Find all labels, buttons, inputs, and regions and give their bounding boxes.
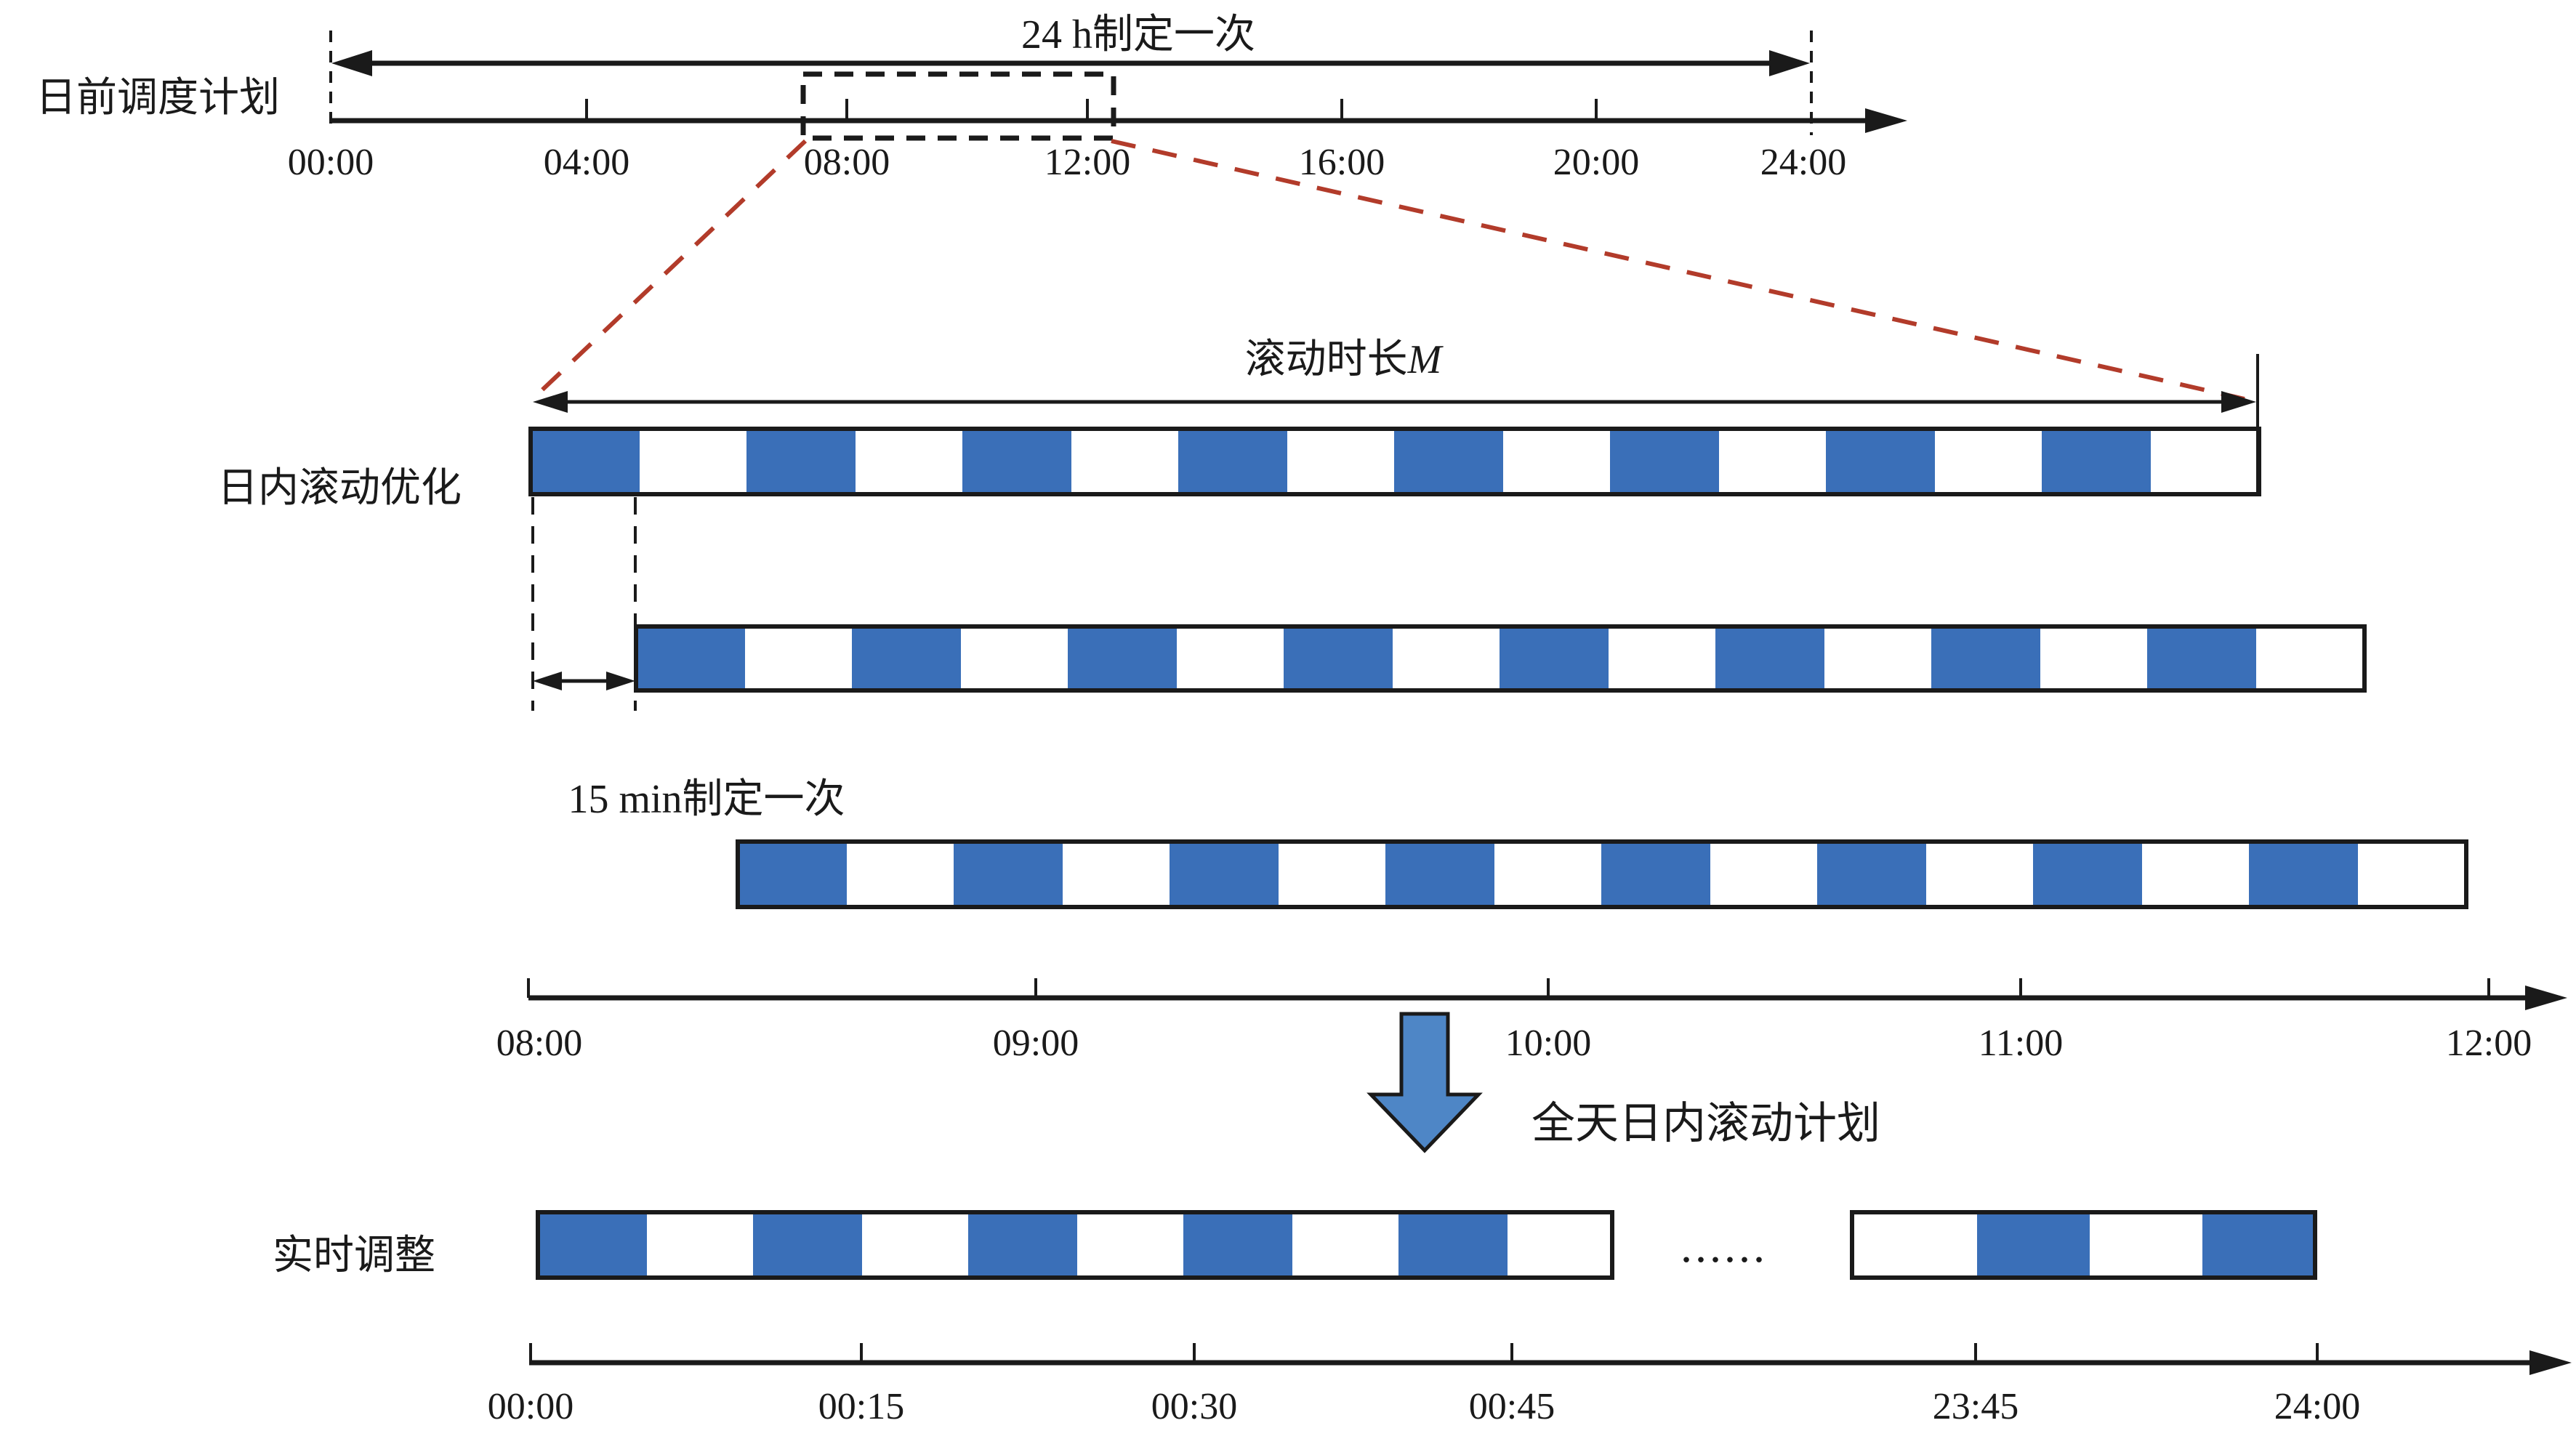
time-block xyxy=(746,429,856,494)
bar-outline xyxy=(736,839,2468,909)
axis-arrowhead xyxy=(1865,108,1907,133)
rolling-window-bar-1 xyxy=(528,427,2261,496)
axis-tick-label: 20:00 xyxy=(1553,142,1639,183)
realtime-axis: 00:00 00:15 00:30 00:45 23:45 24:00 xyxy=(488,1343,2572,1427)
bar-outline xyxy=(634,624,2367,693)
time-block xyxy=(753,1212,862,1278)
time-block xyxy=(538,1212,647,1278)
axis-tick-label: 04:00 xyxy=(544,142,629,183)
realtime-bar-late xyxy=(1850,1210,2317,1280)
time-block xyxy=(852,626,961,690)
span-arrow-24h xyxy=(331,50,1810,76)
axis-tick-label: 24:00 xyxy=(1760,142,1846,183)
axis-tick-label: 00:30 xyxy=(1151,1386,1237,1427)
span-arrow-rolling-duration xyxy=(533,391,2256,413)
time-block xyxy=(1385,842,1494,907)
allday-plan-label: 全天日内滚动计划 xyxy=(1531,1100,1880,1148)
axis-tick-label: 00:00 xyxy=(488,1386,573,1427)
bar-outline xyxy=(536,1210,1614,1280)
time-block xyxy=(2202,1212,2313,1278)
time-block xyxy=(954,842,1063,907)
ellipsis-label: ...... xyxy=(1681,1220,1768,1272)
time-block xyxy=(1610,429,1719,494)
time-block xyxy=(1500,626,1609,690)
day-ahead-label: 日前调度计划 xyxy=(36,76,280,121)
day-ahead-axis: 00:00 04:00 08:00 12:00 16:00 20:00 24:00 xyxy=(288,99,1907,183)
intraday-rolling-label: 日内滚动优化 xyxy=(217,466,462,511)
axis-tick-label: 23:45 xyxy=(1933,1386,2018,1427)
time-block xyxy=(1398,1212,1508,1278)
zoom-region-rect xyxy=(800,71,1116,141)
axis-tick-label: 08:00 xyxy=(496,1023,582,1064)
rolling-window-bar-2 xyxy=(634,624,2367,693)
time-block xyxy=(962,429,1071,494)
time-block xyxy=(968,1212,1077,1278)
time-block xyxy=(738,842,847,907)
time-block xyxy=(1170,842,1279,907)
time-block xyxy=(1394,429,1503,494)
bar-outline xyxy=(528,427,2261,496)
time-block xyxy=(1284,626,1393,690)
axis-tick-label: 12:00 xyxy=(1045,142,1130,183)
formulate-24h-label: 24 h制定一次 xyxy=(1021,12,1255,57)
time-block xyxy=(636,626,745,690)
axis-tick-label: 09:00 xyxy=(993,1023,1079,1064)
span-arrow-15min xyxy=(533,672,635,690)
axis-tick-label: 00:00 xyxy=(288,142,374,183)
axis-arrowhead xyxy=(2525,985,2567,1010)
axis-tick-label: 08:00 xyxy=(804,142,890,183)
axis-tick-label: 16:00 xyxy=(1299,142,1385,183)
time-block xyxy=(531,429,640,494)
realtime-adjust-label: 实时调整 xyxy=(273,1233,435,1278)
time-block xyxy=(1068,626,1177,690)
axis-tick-label: 10:00 xyxy=(1505,1023,1591,1064)
time-block xyxy=(2033,842,2142,907)
bar-outline xyxy=(1850,1210,2317,1280)
time-block xyxy=(1183,1212,1292,1278)
time-block xyxy=(2042,429,2151,494)
axis-tick-label: 24:00 xyxy=(2274,1386,2360,1427)
time-block xyxy=(1178,429,1287,494)
time-block xyxy=(2147,626,2256,690)
axis-tick-label: 00:15 xyxy=(818,1386,904,1427)
intraday-axis: 08:00 09:00 10:00 11:00 12:00 xyxy=(496,978,2567,1064)
time-block xyxy=(2249,842,2358,907)
axis-tick-label: 12:00 xyxy=(2446,1023,2532,1064)
axis-arrowhead xyxy=(2529,1350,2572,1375)
rolling-duration-label: 滚动时长M xyxy=(1245,337,1444,382)
time-block xyxy=(1817,842,1926,907)
formulate-15min-label: 15 min制定一次 xyxy=(568,777,845,822)
axis-tick-label: 00:45 xyxy=(1469,1386,1555,1427)
time-block xyxy=(1601,842,1710,907)
time-block xyxy=(1826,429,1935,494)
axis-tick-label: 11:00 xyxy=(1979,1023,2064,1064)
zoom-projection-left xyxy=(534,139,808,398)
time-block xyxy=(1931,626,2040,690)
realtime-bar-early xyxy=(536,1210,1614,1280)
time-block xyxy=(1977,1212,2090,1278)
time-block xyxy=(1715,626,1824,690)
rolling-window-bar-3 xyxy=(736,839,2468,909)
allday-arrow-icon xyxy=(1367,1012,1483,1153)
